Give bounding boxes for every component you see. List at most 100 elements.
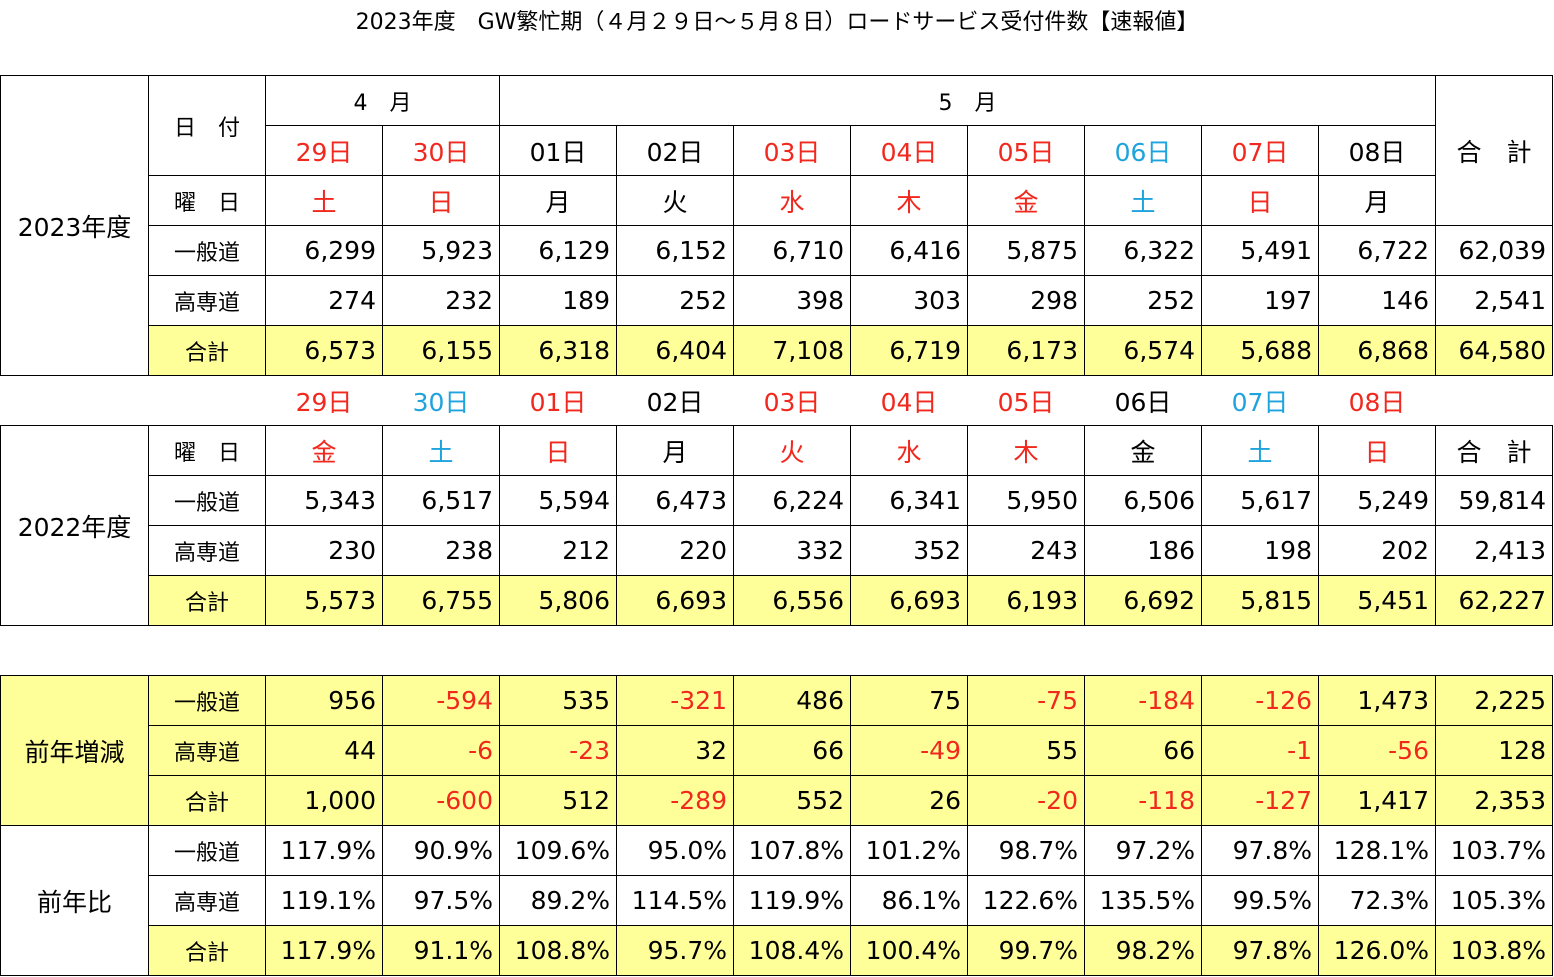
value-cell: -594	[382, 675, 500, 726]
value-cell: 535	[499, 675, 617, 726]
total-header: 合 計	[1435, 75, 1553, 226]
value-cell: 6,719	[850, 325, 968, 376]
value-cell: 332	[733, 525, 851, 576]
date-cell: 05日	[967, 125, 1085, 176]
total-header: 合 計	[1435, 425, 1553, 476]
value-cell: 5,249	[1318, 475, 1436, 526]
row-label: 一般道	[148, 825, 266, 876]
value-cell: 5,617	[1201, 475, 1319, 526]
value-cell: 6,193	[967, 575, 1085, 626]
value-cell: 89.2%	[499, 875, 617, 926]
value-cell: 5,875	[967, 225, 1085, 276]
value-cell: 98.7%	[967, 825, 1085, 876]
row-label: 一般道	[148, 475, 266, 526]
value-cell: -600	[382, 775, 500, 826]
value-cell: 97.8%	[1201, 925, 1319, 976]
value-cell: 119.9%	[733, 875, 851, 926]
value-cell: 99.7%	[967, 925, 1085, 976]
value-cell: -321	[616, 675, 734, 726]
value-cell: 146	[1318, 275, 1436, 326]
date-cell: 04日	[850, 125, 968, 176]
month-header: 4 月	[265, 75, 500, 126]
value-cell: 6,473	[616, 475, 734, 526]
value-cell: 5,688	[1201, 325, 1319, 376]
value-cell: 6,693	[616, 575, 734, 626]
date-cell: 04日	[880, 387, 938, 417]
total-cell: 62,039	[1435, 225, 1553, 276]
value-cell: 5,815	[1201, 575, 1319, 626]
weekday-header: 曜 日	[148, 425, 266, 476]
value-cell: 6,722	[1318, 225, 1436, 276]
value-cell: 956	[265, 675, 383, 726]
value-cell: 117.9%	[265, 825, 383, 876]
row-label: 合計	[148, 575, 266, 626]
value-cell: 352	[850, 525, 968, 576]
date-cell: 30日	[412, 387, 470, 417]
value-cell: 298	[967, 275, 1085, 326]
total-cell: 59,814	[1435, 475, 1553, 526]
weekday-cell: 月	[1318, 175, 1436, 226]
value-cell: 5,806	[499, 575, 617, 626]
value-cell: 72.3%	[1318, 875, 1436, 926]
section-label: 前年増減	[0, 675, 149, 826]
date-cell: 29日	[265, 125, 383, 176]
value-cell: 6,152	[616, 225, 734, 276]
date-cell: 03日	[763, 387, 821, 417]
value-cell: 243	[967, 525, 1085, 576]
value-cell: 486	[733, 675, 851, 726]
value-cell: 230	[265, 525, 383, 576]
row-label: 高専道	[148, 875, 266, 926]
weekday-cell: 金	[265, 425, 383, 476]
year-label: 2023年度	[0, 75, 149, 376]
weekday-cell: 月	[616, 425, 734, 476]
date-cell: 06日	[1114, 387, 1172, 417]
weekday-cell: 水	[733, 175, 851, 226]
value-cell: 44	[265, 725, 383, 776]
date-cell: 08日	[1318, 125, 1436, 176]
weekday-cell: 水	[850, 425, 968, 476]
weekday-cell: 土	[265, 175, 383, 226]
value-cell: 6,556	[733, 575, 851, 626]
value-cell: 6,404	[616, 325, 734, 376]
value-cell: -75	[967, 675, 1085, 726]
value-cell: -56	[1318, 725, 1436, 776]
total-cell: 2,353	[1435, 775, 1553, 826]
value-cell: 90.9%	[382, 825, 500, 876]
row-label: 高専道	[148, 275, 266, 326]
total-cell: 62,227	[1435, 575, 1553, 626]
section-label: 前年比	[0, 825, 149, 976]
value-cell: 109.6%	[499, 825, 617, 876]
value-cell: 512	[499, 775, 617, 826]
value-cell: 189	[499, 275, 617, 326]
date-cell: 08日	[1348, 387, 1406, 417]
value-cell: -289	[616, 775, 734, 826]
value-cell: 6,299	[265, 225, 383, 276]
total-cell: 103.8%	[1435, 925, 1553, 976]
value-cell: 95.7%	[616, 925, 734, 976]
value-cell: 6,574	[1084, 325, 1202, 376]
value-cell: 5,950	[967, 475, 1085, 526]
value-cell: 5,923	[382, 225, 500, 276]
value-cell: 6,692	[1084, 575, 1202, 626]
value-cell: 99.5%	[1201, 875, 1319, 926]
value-cell: 6,341	[850, 475, 968, 526]
value-cell: 552	[733, 775, 851, 826]
value-cell: 6,224	[733, 475, 851, 526]
weekday-cell: 日	[1201, 175, 1319, 226]
weekday-cell: 火	[616, 175, 734, 226]
value-cell: 6,129	[499, 225, 617, 276]
total-cell: 128	[1435, 725, 1553, 776]
value-cell: 252	[616, 275, 734, 326]
value-cell: 108.8%	[499, 925, 617, 976]
value-cell: 238	[382, 525, 500, 576]
value-cell: 198	[1201, 525, 1319, 576]
value-cell: 6,416	[850, 225, 968, 276]
date-cell: 30日	[382, 125, 500, 176]
value-cell: 232	[382, 275, 500, 326]
weekday-cell: 日	[382, 175, 500, 226]
value-cell: 6,755	[382, 575, 500, 626]
row-label: 高専道	[148, 525, 266, 576]
value-cell: 5,594	[499, 475, 617, 526]
value-cell: 32	[616, 725, 734, 776]
value-cell: -127	[1201, 775, 1319, 826]
